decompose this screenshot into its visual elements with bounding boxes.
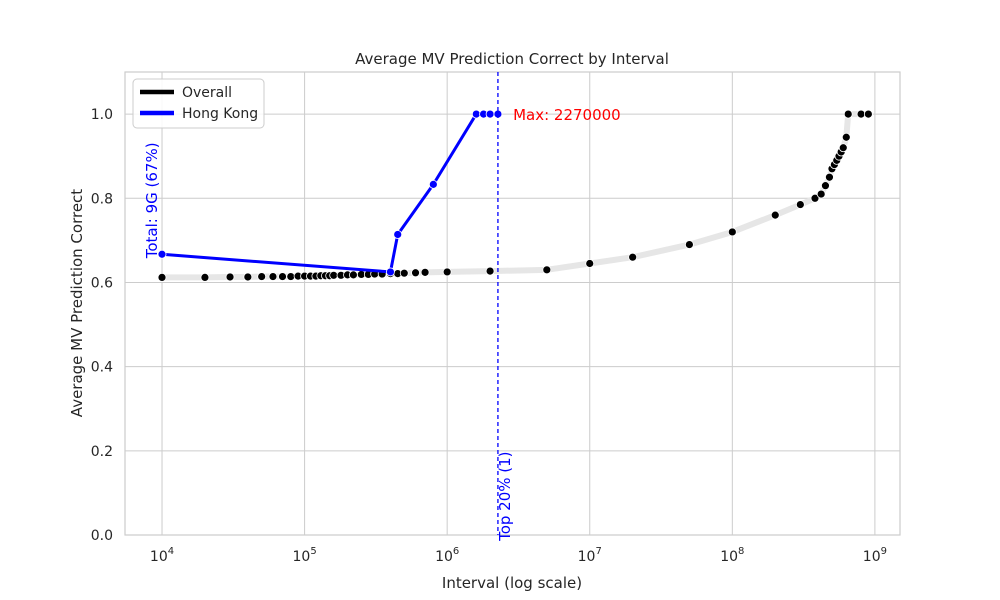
data-point <box>243 272 253 282</box>
y-axis: 0.0 0.2 0.4 0.6 0.8 1.0 <box>91 107 113 544</box>
data-point <box>399 268 409 278</box>
x-tick-label: 109 <box>863 546 887 565</box>
data-point <box>386 267 395 277</box>
data-point <box>471 109 481 119</box>
data-point <box>825 172 834 182</box>
y-tick-label: 0.4 <box>91 360 113 376</box>
data-point <box>225 272 235 282</box>
series-overall <box>157 109 873 282</box>
data-point <box>856 109 866 119</box>
data-point <box>286 272 296 281</box>
series-hong-kong <box>157 109 503 277</box>
x-axis: 104 105 106 107 108 109 <box>150 546 887 565</box>
data-point <box>420 267 430 277</box>
data-point <box>485 109 495 119</box>
top20-annotation: Top 20% (1) <box>496 451 514 541</box>
y-tick-label: 1.0 <box>91 107 113 123</box>
annotations: Max: 2270000 Total: 9G (67%) Top 20% (1) <box>143 72 621 542</box>
data-point <box>795 200 805 209</box>
x-tick-label: 104 <box>150 546 174 565</box>
plot-frame <box>124 71 901 536</box>
x-tick-label: 107 <box>578 546 602 565</box>
plot-area <box>157 109 873 282</box>
data-point <box>821 181 830 191</box>
x-tick-label: 108 <box>720 546 744 565</box>
data-point <box>157 273 167 282</box>
x-tick-label: 105 <box>292 546 316 565</box>
y-axis-label: Average MV Prediction Correct <box>68 189 86 417</box>
data-point <box>770 210 780 220</box>
data-point <box>485 266 495 276</box>
legend-label: Hong Kong <box>182 106 258 122</box>
data-point <box>268 272 278 281</box>
data-point <box>628 252 638 262</box>
data-point <box>863 109 873 119</box>
data-point <box>257 272 267 281</box>
data-point <box>841 132 851 142</box>
x-axis-label: Interval (log scale) <box>442 574 582 592</box>
data-point <box>428 179 438 189</box>
data-point <box>838 143 848 153</box>
data-point <box>411 268 420 278</box>
data-point <box>157 249 167 259</box>
x-tick-label: 106 <box>435 546 459 565</box>
data-point <box>393 230 403 239</box>
data-point <box>200 273 210 282</box>
legend-label: Overall <box>182 85 232 101</box>
y-tick-label: 0.6 <box>91 275 113 291</box>
legend: Overall Hong Kong <box>132 78 265 129</box>
y-tick-label: 0.8 <box>91 191 113 207</box>
data-point <box>843 109 853 119</box>
max-annotation: Max: 2270000 <box>513 106 621 124</box>
total-annotation: Total: 9G (67%) <box>143 142 161 259</box>
data-point <box>684 240 694 249</box>
data-point <box>810 193 820 203</box>
chart-title: Average MV Prediction Correct by Interva… <box>355 50 669 68</box>
data-point <box>442 267 452 277</box>
data-point <box>278 272 287 281</box>
series-line <box>159 111 872 281</box>
y-tick-label: 0.0 <box>91 528 113 544</box>
y-tick-label: 0.2 <box>91 444 113 460</box>
data-point <box>329 270 339 280</box>
data-point <box>349 270 358 280</box>
data-point <box>727 227 737 237</box>
data-point <box>542 265 552 275</box>
data-point <box>585 259 595 268</box>
data-point <box>816 189 826 199</box>
